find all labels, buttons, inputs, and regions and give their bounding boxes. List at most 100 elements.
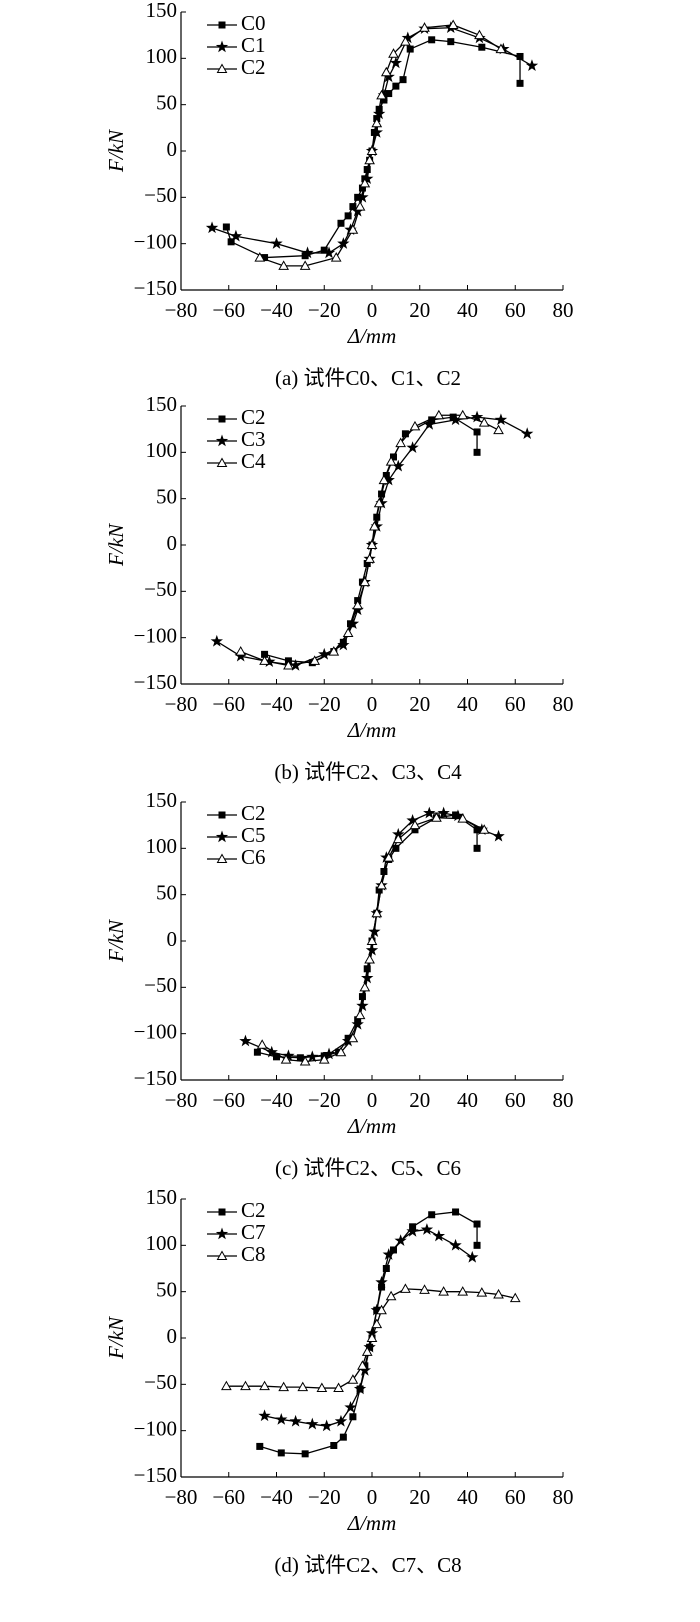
marker xyxy=(318,1054,330,1064)
marker xyxy=(357,1360,368,1370)
x-tick-label: 0 xyxy=(367,1485,378,1509)
marker xyxy=(409,819,421,830)
marker xyxy=(328,646,340,656)
marker xyxy=(382,473,395,486)
marker xyxy=(352,599,364,610)
y-tick-label: 150 xyxy=(146,0,178,22)
marker xyxy=(492,829,505,842)
marker xyxy=(337,638,350,651)
series-line xyxy=(264,1228,473,1427)
y-tick-label: −150 xyxy=(134,1066,177,1090)
marker xyxy=(265,1045,278,1058)
x-tick-label: −40 xyxy=(260,1088,293,1112)
marker xyxy=(333,1382,344,1393)
y-tick-label: −100 xyxy=(134,1416,177,1440)
marker xyxy=(401,31,414,44)
marker xyxy=(364,154,375,165)
marker xyxy=(476,1287,488,1297)
x-tick-label: −60 xyxy=(212,298,245,322)
marker xyxy=(449,413,457,421)
marker xyxy=(347,1374,359,1384)
x-tick-label: −80 xyxy=(165,298,198,322)
legend-label: C8 xyxy=(241,1242,266,1266)
marker xyxy=(349,1413,357,1421)
marker xyxy=(366,935,378,945)
marker xyxy=(282,1049,295,1062)
marker xyxy=(473,844,481,852)
x-tick-label: 20 xyxy=(409,1485,430,1509)
marker xyxy=(380,66,392,77)
caption: (c) 试件C2、C5、C6 xyxy=(275,1156,461,1180)
marker xyxy=(361,172,374,185)
y-tick-label: 150 xyxy=(146,392,178,416)
x-tick-label: −80 xyxy=(165,1485,198,1509)
legend-label: C2 xyxy=(241,405,266,429)
marker xyxy=(259,655,270,665)
marker xyxy=(382,70,395,83)
marker xyxy=(378,474,390,485)
marker xyxy=(283,659,294,670)
y-tick-label: 150 xyxy=(146,788,178,812)
marker xyxy=(457,813,469,823)
marker xyxy=(447,19,459,29)
marker xyxy=(351,204,364,217)
x-tick-label: −80 xyxy=(165,1088,198,1112)
marker xyxy=(423,806,436,819)
marker xyxy=(361,971,374,984)
marker xyxy=(376,879,387,890)
marker xyxy=(256,1039,268,1049)
x-tick-label: 80 xyxy=(553,692,574,716)
marker xyxy=(216,853,228,863)
marker xyxy=(382,1248,395,1260)
marker xyxy=(359,981,371,992)
marker xyxy=(296,1054,304,1062)
caption: (d) 试件C2、C7、C8 xyxy=(274,1553,461,1577)
marker xyxy=(358,993,366,1001)
marker xyxy=(351,603,364,616)
y-tick-label: 0 xyxy=(167,1324,178,1348)
marker xyxy=(406,441,419,453)
x-tick-label: −40 xyxy=(260,298,293,322)
x-axis-label: Δ/mm xyxy=(347,1114,397,1138)
marker xyxy=(256,1442,264,1450)
marker xyxy=(449,1238,462,1251)
marker xyxy=(353,1382,367,1395)
marker xyxy=(375,886,383,894)
x-tick-label: −60 xyxy=(212,692,245,716)
x-tick-label: 40 xyxy=(457,1485,478,1509)
x-tick-label: −60 xyxy=(212,1485,245,1509)
marker xyxy=(364,553,375,563)
marker xyxy=(473,448,481,456)
marker xyxy=(451,809,465,822)
marker xyxy=(366,145,378,155)
marker xyxy=(306,1417,319,1430)
y-tick-label: −50 xyxy=(144,183,177,207)
marker xyxy=(316,1382,328,1393)
marker xyxy=(437,806,450,819)
marker xyxy=(320,1419,333,1432)
marker xyxy=(447,38,455,46)
marker xyxy=(457,409,469,420)
marker xyxy=(322,1047,336,1060)
marker xyxy=(385,1290,397,1301)
panel: −150 −100 −50 0 50 100 150 −80 −60 −40 −20 0 20 40 60 8… xyxy=(104,1185,574,1577)
marker xyxy=(516,52,524,60)
y-tick-label: −100 xyxy=(134,1019,177,1043)
y-tick-label: 50 xyxy=(156,484,177,508)
x-tick-label: 40 xyxy=(457,692,478,716)
marker xyxy=(376,1304,387,1315)
marker xyxy=(409,420,421,431)
marker xyxy=(270,237,283,249)
y-tick-label: 150 xyxy=(146,1185,178,1209)
marker xyxy=(261,254,269,262)
marker xyxy=(372,107,386,120)
marker xyxy=(433,409,445,420)
marker xyxy=(259,1380,270,1391)
x-tick-label: −80 xyxy=(165,692,198,716)
marker xyxy=(371,1318,383,1329)
y-tick-label: −150 xyxy=(134,670,177,694)
panel: −150 −100 −50 0 50 100 150 −80 −60 −40 −20 0 20 40 60 8… xyxy=(104,788,574,1180)
marker xyxy=(216,1250,228,1260)
marker xyxy=(347,1032,359,1043)
